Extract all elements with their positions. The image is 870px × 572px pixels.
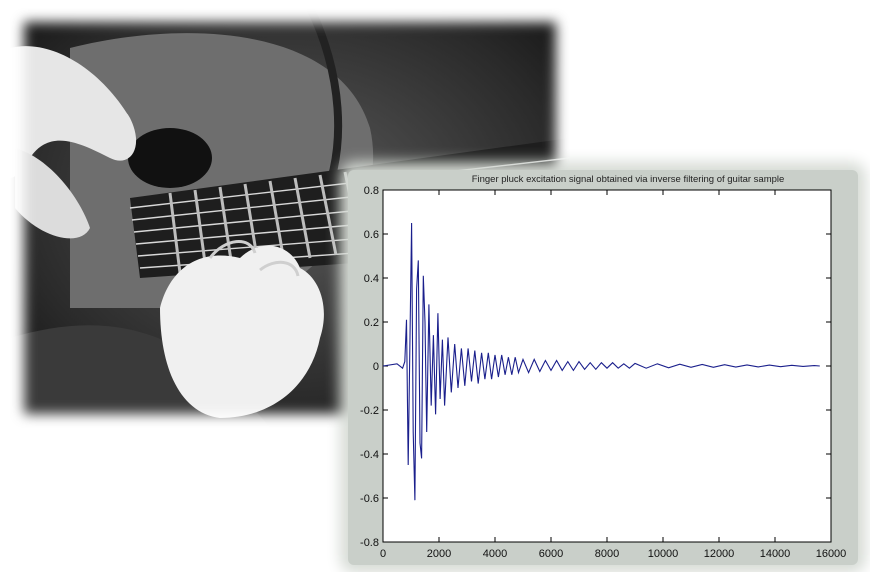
- x-tick-label: 14000: [760, 548, 791, 560]
- y-tick-label: -0.6: [360, 493, 379, 505]
- plot-area: [382, 189, 832, 543]
- plot-panel: Finger pluck excitation signal obtained …: [348, 170, 858, 565]
- y-tick-label: -0.4: [360, 449, 379, 461]
- x-tick-label: 16000: [816, 548, 847, 560]
- x-tick-label: 0: [380, 548, 386, 560]
- chart-title: Finger pluck excitation signal obtained …: [472, 174, 785, 185]
- excitation-signal-chart: Finger pluck excitation signal obtained …: [360, 174, 846, 560]
- y-tick-label: 0.8: [364, 185, 379, 197]
- x-tick-label: 12000: [704, 548, 735, 560]
- signal-line: [382, 222, 820, 501]
- x-axis: 0 2000 4000 6000 8000 10000 12000 14000 16000: [380, 190, 846, 560]
- y-tick-label: -0.2: [360, 405, 379, 417]
- y-tick-label: 0: [373, 361, 379, 373]
- y-axis: -0.8 -0.6 -0.4 -0.2 0 0.2 0.4 0.6 0.8: [360, 185, 831, 549]
- y-tick-label: -0.8: [360, 537, 379, 549]
- x-tick-label: 6000: [539, 548, 563, 560]
- x-tick-label: 8000: [595, 548, 619, 560]
- x-tick-label: 2000: [427, 548, 451, 560]
- y-tick-label: 0.6: [364, 229, 379, 241]
- x-tick-label: 10000: [648, 548, 679, 560]
- y-tick-label: 0.4: [364, 273, 379, 285]
- x-tick-label: 4000: [483, 548, 507, 560]
- y-tick-label: 0.2: [364, 317, 379, 329]
